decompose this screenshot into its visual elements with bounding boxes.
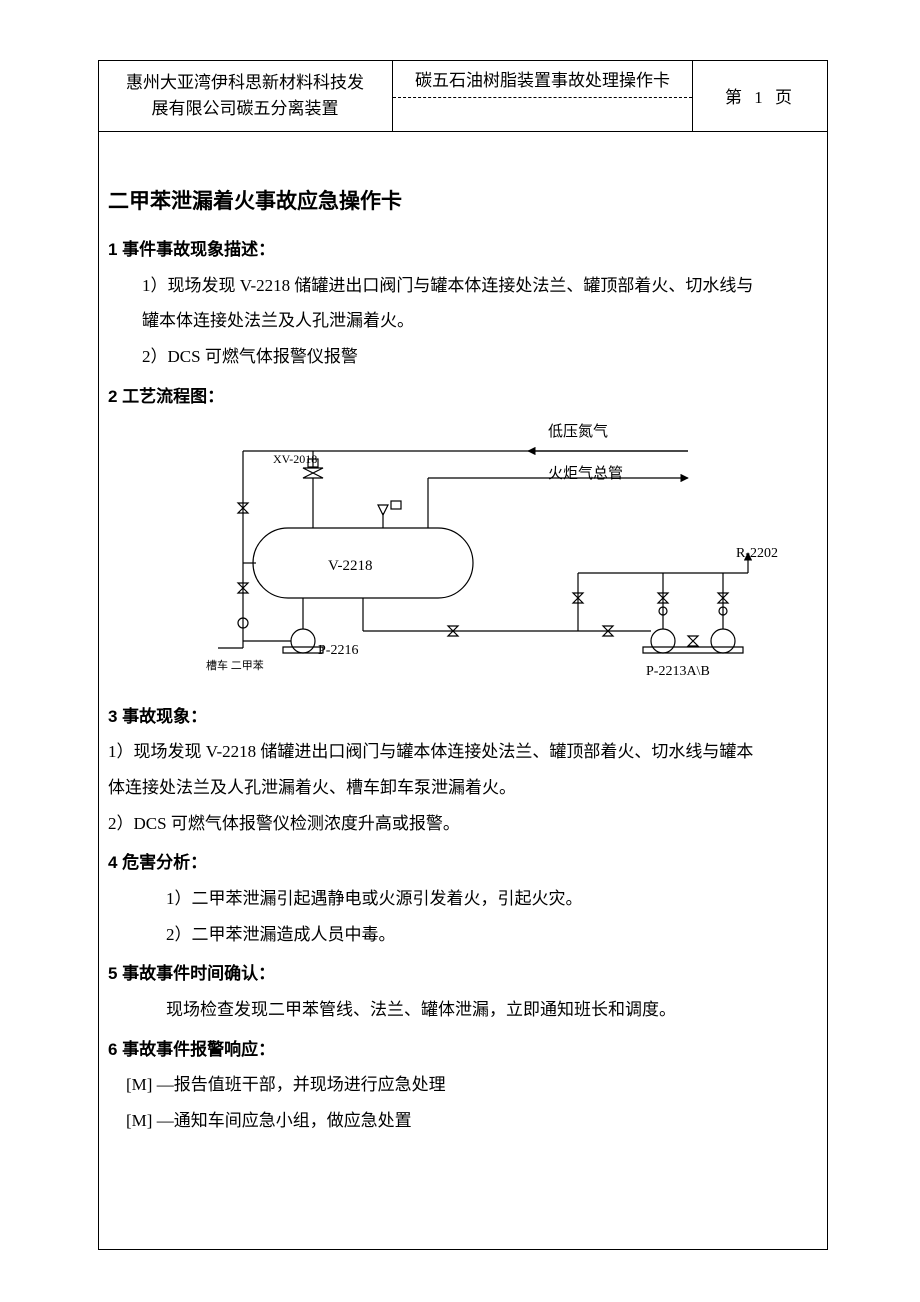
diagram-label-nitrogen: 低压氮气 [548,417,608,449]
header-table: 惠州大亚湾伊科思新材料科技发 展有限公司碳五分离装置 碳五石油树脂装置事故处理操… [98,60,828,132]
diagram-label-pump-right: P-2213A\B [646,657,710,686]
section-1-heading: 1 事件事故现象描述： [108,232,818,268]
header-blank [393,98,692,131]
company-line-2: 展有限公司碳五分离装置 [152,96,339,122]
document-content: 二甲苯泄漏着火事故应急操作卡 1 事件事故现象描述： 1）现场发现 V-2218… [108,180,818,1139]
company-line-1: 惠州大亚湾伊科思新材料科技发 [126,70,364,96]
document-title: 二甲苯泄漏着火事故应急操作卡 [108,180,818,224]
diagram-label-xv: XV-2018 [273,447,317,472]
process-flow-diagram: 低压氮气 火炬气总管 XV-2018 V-2218 槽车 二甲苯 P-2216 … [148,423,788,683]
section-2-heading: 2 工艺流程图： [108,379,818,415]
diagram-label-pump-left: P-2216 [318,636,358,665]
section-3-line-1: 1）现场发现 V-2218 储罐进出口阀门与罐本体连接处法兰、罐顶部着火、切水线… [108,734,818,770]
section-3-line-3: 2）DCS 可燃气体报警仪检测浓度升高或报警。 [108,806,818,842]
section-6-line-2: [M] —通知车间应急小组，做应急处置 [108,1103,818,1139]
diagram-label-inlet: 槽车 二甲苯 [206,655,264,678]
header-doc-title: 碳五石油树脂装置事故处理操作卡 [393,60,692,98]
section-6-heading: 6 事故事件报警响应： [108,1032,818,1068]
section-1-line-1: 1）现场发现 V-2218 储罐进出口阀门与罐本体连接处法兰、罐顶部着火、切水线… [108,268,818,304]
section-5-line-1: 现场检查发现二甲苯管线、法兰、罐体泄漏，立即通知班长和调度。 [108,992,818,1028]
section-1-line-3: 2）DCS 可燃气体报警仪报警 [108,339,818,375]
header-company-cell: 惠州大亚湾伊科思新材料科技发 展有限公司碳五分离装置 [98,60,393,131]
header-title-cell: 碳五石油树脂装置事故处理操作卡 [393,60,693,131]
diagram-label-tank: V-2218 [328,551,372,583]
header-page-cell: 第 1 页 [693,60,828,131]
diagram-label-flare: 火炬气总管 [548,459,623,491]
diagram-label-reactor: R-2202 [736,539,778,568]
section-4-heading: 4 危害分析： [108,845,818,881]
section-3-heading: 3 事故现象： [108,699,818,735]
section-3-line-2: 体连接处法兰及人孔泄漏着火、槽车卸车泵泄漏着火。 [108,770,818,806]
section-4-line-1: 1）二甲苯泄漏引起遇静电或火源引发着火，引起火灾。 [108,881,818,917]
page-number: 第 1 页 [725,83,796,108]
section-6-line-1: [M] —报告值班干部，并现场进行应急处理 [108,1067,818,1103]
section-5-heading: 5 事故事件时间确认： [108,956,818,992]
section-1-line-2: 罐本体连接处法兰及人孔泄漏着火。 [108,303,818,339]
section-4-line-2: 2）二甲苯泄漏造成人员中毒。 [108,917,818,953]
